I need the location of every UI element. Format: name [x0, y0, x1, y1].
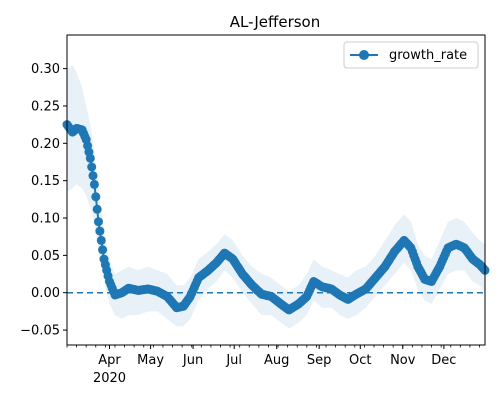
x-tick-label: Apr — [98, 353, 121, 368]
chart-title: AL-Jefferson — [230, 13, 320, 31]
growth-rate-point — [89, 179, 99, 189]
growth-rate-point — [98, 245, 108, 255]
x-tick-label: Oct — [349, 353, 371, 368]
y-tick-label: −0.05 — [20, 324, 60, 339]
legend-marker-swatch — [359, 50, 369, 60]
legend: growth_rate — [343, 41, 479, 69]
y-tick-label: 0.30 — [31, 62, 60, 77]
y-tick-label: 0.05 — [31, 249, 60, 264]
growth-rate-point — [91, 192, 101, 202]
x-tick-label: Aug — [264, 353, 289, 368]
growth-rate-point — [85, 153, 95, 163]
confidence-band — [67, 64, 485, 329]
x-axis: Apr 2020 May Jun Jul Aug Sep Oct Nov Dec — [66, 345, 480, 386]
growth-rate-point — [95, 226, 105, 236]
growth-rate-point — [88, 171, 98, 181]
x-tick-label: Jun — [182, 353, 203, 368]
x-tick-label: Dec — [431, 353, 456, 368]
y-axis: 0.30 0.25 0.20 0.15 0.10 0.05 0.00 −0.05 — [20, 62, 67, 339]
series-marker-layer — [62, 120, 490, 315]
x-tick-year-label: 2020 — [93, 371, 126, 386]
x-tick-label: Nov — [390, 353, 416, 368]
plot-area-frame — [66, 34, 486, 346]
y-tick-label: 0.15 — [31, 174, 60, 189]
y-tick-label: 0.25 — [31, 99, 60, 114]
legend-box — [343, 41, 479, 69]
x-tick-label: Sep — [307, 353, 332, 368]
growth-rate-point — [94, 217, 103, 227]
x-tick-label: Jul — [225, 353, 242, 368]
growth-rate-point — [92, 204, 102, 214]
growth-rate-point — [96, 235, 106, 245]
y-tick-label: 0.10 — [31, 212, 60, 227]
confidence-band-layer — [67, 64, 485, 329]
y-tick-label: 0.20 — [31, 137, 60, 152]
growth-rate-point — [87, 162, 97, 172]
x-tick-label: May — [137, 353, 164, 368]
legend-label: growth_rate — [389, 48, 467, 63]
y-tick-label: 0.00 — [31, 286, 60, 301]
